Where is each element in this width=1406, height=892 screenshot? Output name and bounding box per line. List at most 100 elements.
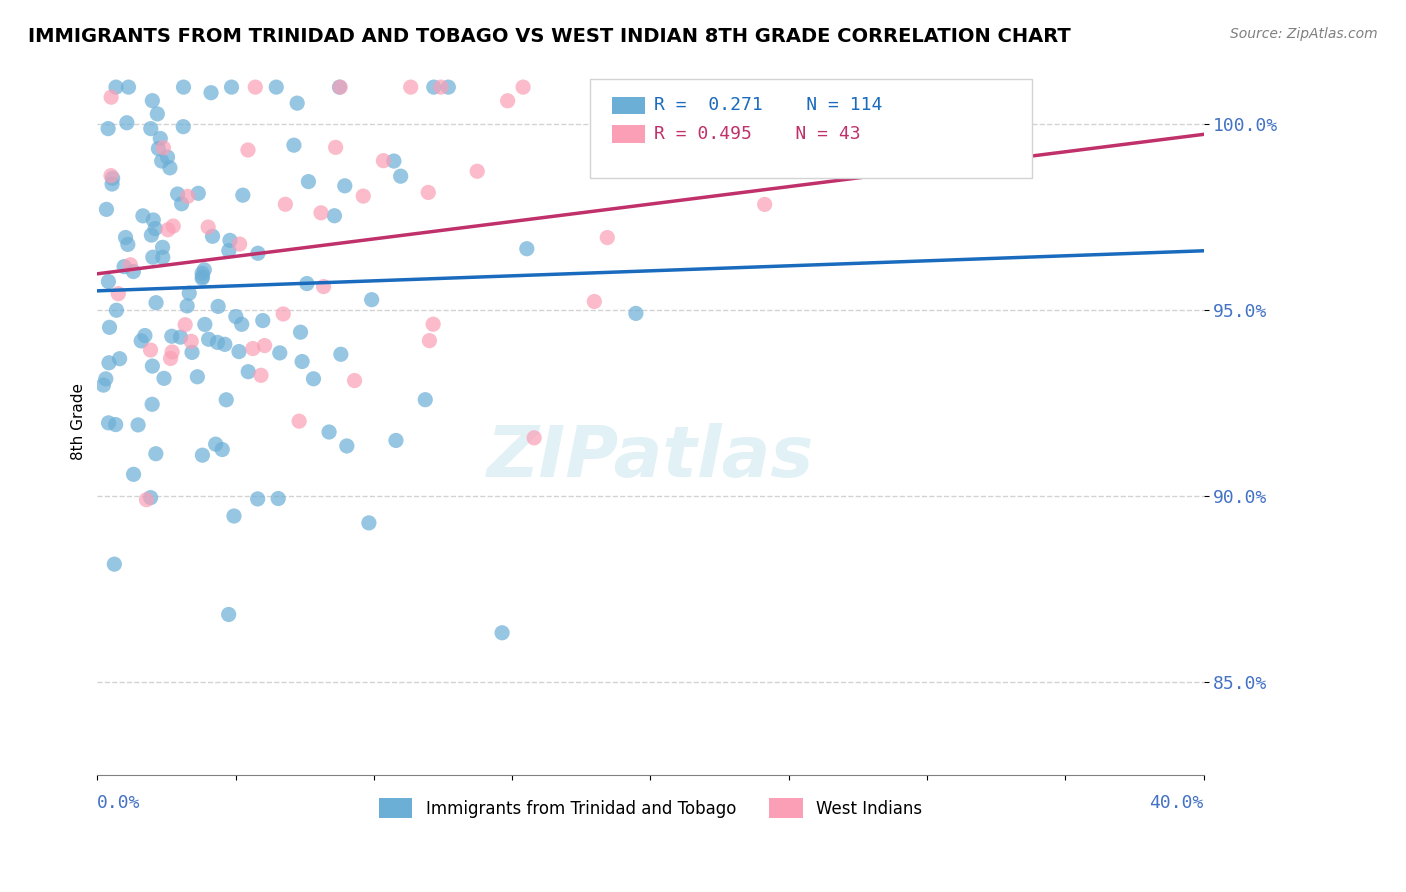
Text: R =  0.271    N = 114: R = 0.271 N = 114 (654, 96, 882, 114)
Immigrants from Trinidad and Tobago (146, 107, 169, 121)
West Indians (583, 294, 606, 309)
Immigrants from Trinidad and Tobago (218, 607, 240, 622)
West Indians (174, 318, 197, 332)
Immigrants from Trinidad and Tobago (191, 266, 214, 280)
West Indians (180, 334, 202, 349)
Immigrants from Trinidad and Tobago (96, 202, 118, 217)
Immigrants from Trinidad and Tobago (221, 80, 243, 95)
Immigrants from Trinidad and Tobago (98, 356, 121, 370)
Immigrants from Trinidad and Tobago (264, 80, 287, 95)
Bar (612, 125, 645, 143)
West Indians (352, 189, 374, 203)
Immigrants from Trinidad and Tobago (516, 242, 538, 256)
Immigrants from Trinidad and Tobago (93, 378, 115, 392)
West Indians (465, 164, 488, 178)
Immigrants from Trinidad and Tobago (132, 209, 155, 223)
West Indians (120, 258, 142, 272)
Text: R = 0.495    N = 43: R = 0.495 N = 43 (654, 125, 860, 143)
Immigrants from Trinidad and Tobago (101, 171, 124, 186)
Immigrants from Trinidad and Tobago (152, 250, 174, 264)
Immigrants from Trinidad and Tobago (437, 80, 460, 95)
West Indians (288, 414, 311, 428)
Immigrants from Trinidad and Tobago (160, 329, 183, 343)
Immigrants from Trinidad and Tobago (141, 397, 163, 411)
Immigrants from Trinidad and Tobago (191, 271, 214, 285)
Immigrants from Trinidad and Tobago (246, 491, 269, 506)
West Indians (329, 80, 352, 95)
Immigrants from Trinidad and Tobago (152, 240, 174, 254)
West Indians (177, 189, 200, 203)
Immigrants from Trinidad and Tobago (228, 344, 250, 359)
Immigrants from Trinidad and Tobago (336, 439, 359, 453)
Immigrants from Trinidad and Tobago (129, 334, 152, 348)
Immigrants from Trinidad and Tobago (181, 345, 204, 359)
Immigrants from Trinidad and Tobago (143, 221, 166, 235)
Immigrants from Trinidad and Tobago (413, 392, 436, 407)
Immigrants from Trinidad and Tobago (699, 80, 721, 95)
West Indians (253, 338, 276, 352)
Immigrants from Trinidad and Tobago (291, 354, 314, 368)
Immigrants from Trinidad and Tobago (614, 144, 637, 158)
Immigrants from Trinidad and Tobago (97, 121, 120, 136)
West Indians (325, 140, 347, 154)
West Indians (754, 197, 776, 211)
Immigrants from Trinidad and Tobago (134, 328, 156, 343)
Immigrants from Trinidad and Tobago (97, 275, 120, 289)
Immigrants from Trinidad and Tobago (101, 177, 124, 191)
Immigrants from Trinidad and Tobago (117, 237, 139, 252)
FancyBboxPatch shape (589, 79, 1032, 178)
Immigrants from Trinidad and Tobago (115, 116, 138, 130)
Immigrants from Trinidad and Tobago (142, 250, 165, 264)
Text: Source: ZipAtlas.com: Source: ZipAtlas.com (1230, 27, 1378, 41)
West Indians (156, 223, 179, 237)
Immigrants from Trinidad and Tobago (204, 437, 226, 451)
Immigrants from Trinidad and Tobago (186, 369, 208, 384)
West Indians (596, 230, 619, 244)
Immigrants from Trinidad and Tobago (97, 416, 120, 430)
Immigrants from Trinidad and Tobago (127, 417, 149, 432)
Immigrants from Trinidad and Tobago (232, 188, 254, 202)
Immigrants from Trinidad and Tobago (108, 351, 131, 366)
Immigrants from Trinidad and Tobago (297, 175, 319, 189)
Immigrants from Trinidad and Tobago (141, 359, 163, 373)
Legend: Immigrants from Trinidad and Tobago, West Indians: Immigrants from Trinidad and Tobago, Wes… (373, 791, 929, 825)
West Indians (160, 345, 183, 359)
Immigrants from Trinidad and Tobago (191, 448, 214, 462)
West Indians (236, 143, 259, 157)
West Indians (523, 431, 546, 445)
Immigrants from Trinidad and Tobago (246, 246, 269, 260)
Immigrants from Trinidad and Tobago (148, 142, 170, 156)
Immigrants from Trinidad and Tobago (105, 303, 128, 318)
West Indians (245, 80, 267, 95)
West Indians (399, 80, 422, 95)
Immigrants from Trinidad and Tobago (159, 161, 181, 175)
Immigrants from Trinidad and Tobago (207, 335, 229, 350)
Immigrants from Trinidad and Tobago (218, 244, 240, 258)
Immigrants from Trinidad and Tobago (231, 318, 253, 332)
Immigrants from Trinidad and Tobago (201, 229, 224, 244)
West Indians (197, 220, 219, 235)
West Indians (430, 80, 453, 95)
West Indians (343, 374, 366, 388)
Immigrants from Trinidad and Tobago (200, 86, 222, 100)
Immigrants from Trinidad and Tobago (222, 508, 245, 523)
West Indians (422, 317, 444, 331)
Immigrants from Trinidad and Tobago (389, 169, 412, 184)
Text: ZIPatlas: ZIPatlas (486, 423, 814, 491)
Immigrants from Trinidad and Tobago (103, 557, 125, 571)
Immigrants from Trinidad and Tobago (207, 300, 229, 314)
Immigrants from Trinidad and Tobago (187, 186, 209, 201)
Immigrants from Trinidad and Tobago (179, 286, 201, 301)
Immigrants from Trinidad and Tobago (225, 310, 247, 324)
Immigrants from Trinidad and Tobago (382, 154, 405, 169)
Immigrants from Trinidad and Tobago (141, 94, 163, 108)
Text: 0.0%: 0.0% (97, 794, 141, 812)
Immigrants from Trinidad and Tobago (94, 372, 117, 386)
Immigrants from Trinidad and Tobago (112, 260, 135, 274)
Immigrants from Trinidad and Tobago (122, 467, 145, 482)
Immigrants from Trinidad and Tobago (302, 372, 325, 386)
Immigrants from Trinidad and Tobago (328, 80, 350, 95)
Immigrants from Trinidad and Tobago (267, 491, 290, 506)
Immigrants from Trinidad and Tobago (173, 80, 195, 95)
Immigrants from Trinidad and Tobago (214, 337, 236, 351)
